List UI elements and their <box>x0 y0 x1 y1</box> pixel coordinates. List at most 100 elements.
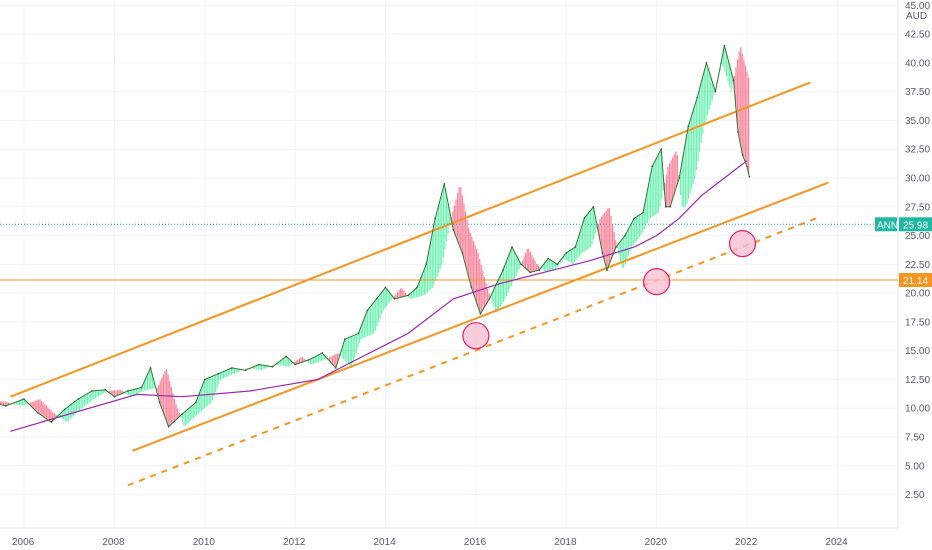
x-tick-label: 2018 <box>554 537 577 548</box>
lower-channel-line <box>132 181 829 452</box>
price-point <box>90 390 93 392</box>
price-point <box>194 401 197 404</box>
price-point <box>479 313 482 315</box>
y-tick-label: 25.00 <box>905 231 930 242</box>
price-point <box>615 246 617 248</box>
price-point <box>258 363 260 366</box>
price-point <box>592 205 595 208</box>
price-point <box>511 246 513 248</box>
price-point <box>375 298 378 300</box>
price-point <box>158 401 161 404</box>
price-point <box>425 263 427 266</box>
price-point <box>50 421 52 423</box>
price-point <box>714 90 717 93</box>
price-point <box>748 176 751 178</box>
price-point <box>366 309 369 312</box>
y-tick-label: 40.00 <box>905 58 930 69</box>
price-point <box>443 182 446 185</box>
price-point <box>678 177 681 179</box>
price-point <box>36 412 39 414</box>
price-point <box>217 372 220 375</box>
y-tick-label: 32.50 <box>905 145 930 156</box>
price-point <box>231 367 233 369</box>
y-tick-label: 42.50 <box>905 30 930 41</box>
price-point <box>203 378 206 381</box>
price-point <box>23 398 25 400</box>
x-tick-label: 2014 <box>374 537 397 548</box>
x-tick-label: 2008 <box>102 537 125 548</box>
price-point <box>583 217 586 220</box>
y-tick-label: 27.50 <box>905 202 930 213</box>
price-point <box>651 165 653 168</box>
price-point <box>140 386 143 389</box>
price-point <box>723 44 726 47</box>
price-point <box>488 298 491 300</box>
ticker-label: ANN <box>877 220 898 231</box>
y-tick-label: 20.00 <box>905 289 930 300</box>
y-tick-label: 22.50 <box>905 260 930 271</box>
price-point <box>461 252 464 254</box>
highlight-circle-marker <box>728 230 757 258</box>
price-point <box>556 263 559 266</box>
price-point <box>244 369 247 372</box>
dashed-channel-line <box>127 216 820 487</box>
price-line <box>0 45 750 428</box>
y-tick-label: 30.00 <box>905 173 930 184</box>
price-point <box>149 367 152 369</box>
price-point <box>529 271 531 274</box>
price-point <box>606 269 608 271</box>
price-point <box>357 332 360 335</box>
x-tick-label: 2010 <box>193 537 216 548</box>
y-tick-label: 7.50 <box>905 433 925 444</box>
y-tick-label: 37.50 <box>905 87 930 98</box>
currency-label: AUD <box>906 11 927 22</box>
price-point <box>294 363 296 366</box>
price-point <box>746 165 748 168</box>
ticker-badge <box>875 217 897 232</box>
price-point <box>624 234 626 237</box>
price-point <box>574 246 577 248</box>
x-tick-label: 2020 <box>645 537 668 548</box>
hline-value: 21.14 <box>903 276 928 287</box>
price-point <box>732 79 735 81</box>
price-point <box>452 228 455 231</box>
price-point <box>547 257 549 260</box>
price-point <box>127 390 129 392</box>
y-tick-label: 15.00 <box>905 346 930 357</box>
y-tick-label: 17.50 <box>905 317 930 328</box>
grid <box>0 0 898 528</box>
last-price-tag: ANN 25.98 <box>875 217 932 232</box>
upper-channel-line <box>10 81 811 398</box>
price-point <box>642 211 644 214</box>
price-point <box>470 286 473 289</box>
ma-ribbon <box>0 47 750 426</box>
price-point <box>113 395 116 398</box>
last-price-value: 25.98 <box>903 220 928 231</box>
price-point <box>664 205 667 208</box>
y-tick-label: 45.00 <box>905 1 930 12</box>
hline-price-tag: 21.14 <box>899 272 932 287</box>
price-point <box>167 425 170 428</box>
price-axis-ticks: 45.00 42.50 40.00 37.50 35.00 32.50 30.00 27.50… <box>905 1 930 501</box>
price-axis[interactable] <box>898 0 932 528</box>
y-tick-label: 10.00 <box>905 404 930 415</box>
price-point <box>393 298 396 300</box>
price-point <box>696 96 699 99</box>
price-point <box>687 125 690 127</box>
price-point <box>434 217 437 220</box>
price-point <box>416 286 418 289</box>
price-point <box>63 408 66 411</box>
price-point <box>660 148 662 151</box>
price-point <box>538 269 540 271</box>
price-point <box>705 62 708 64</box>
highlight-circle-marker <box>643 268 671 296</box>
overlays <box>0 81 898 487</box>
x-tick-label: 2016 <box>464 537 487 548</box>
price-point <box>737 131 739 133</box>
highlight-circle-marker <box>462 322 490 350</box>
y-tick-label: 12.50 <box>905 375 930 386</box>
time-axis-ticks: 2006 2008 2010 2012 2014 2016 2018 2020 2022 2024 <box>12 537 848 548</box>
time-axis[interactable] <box>0 528 932 550</box>
